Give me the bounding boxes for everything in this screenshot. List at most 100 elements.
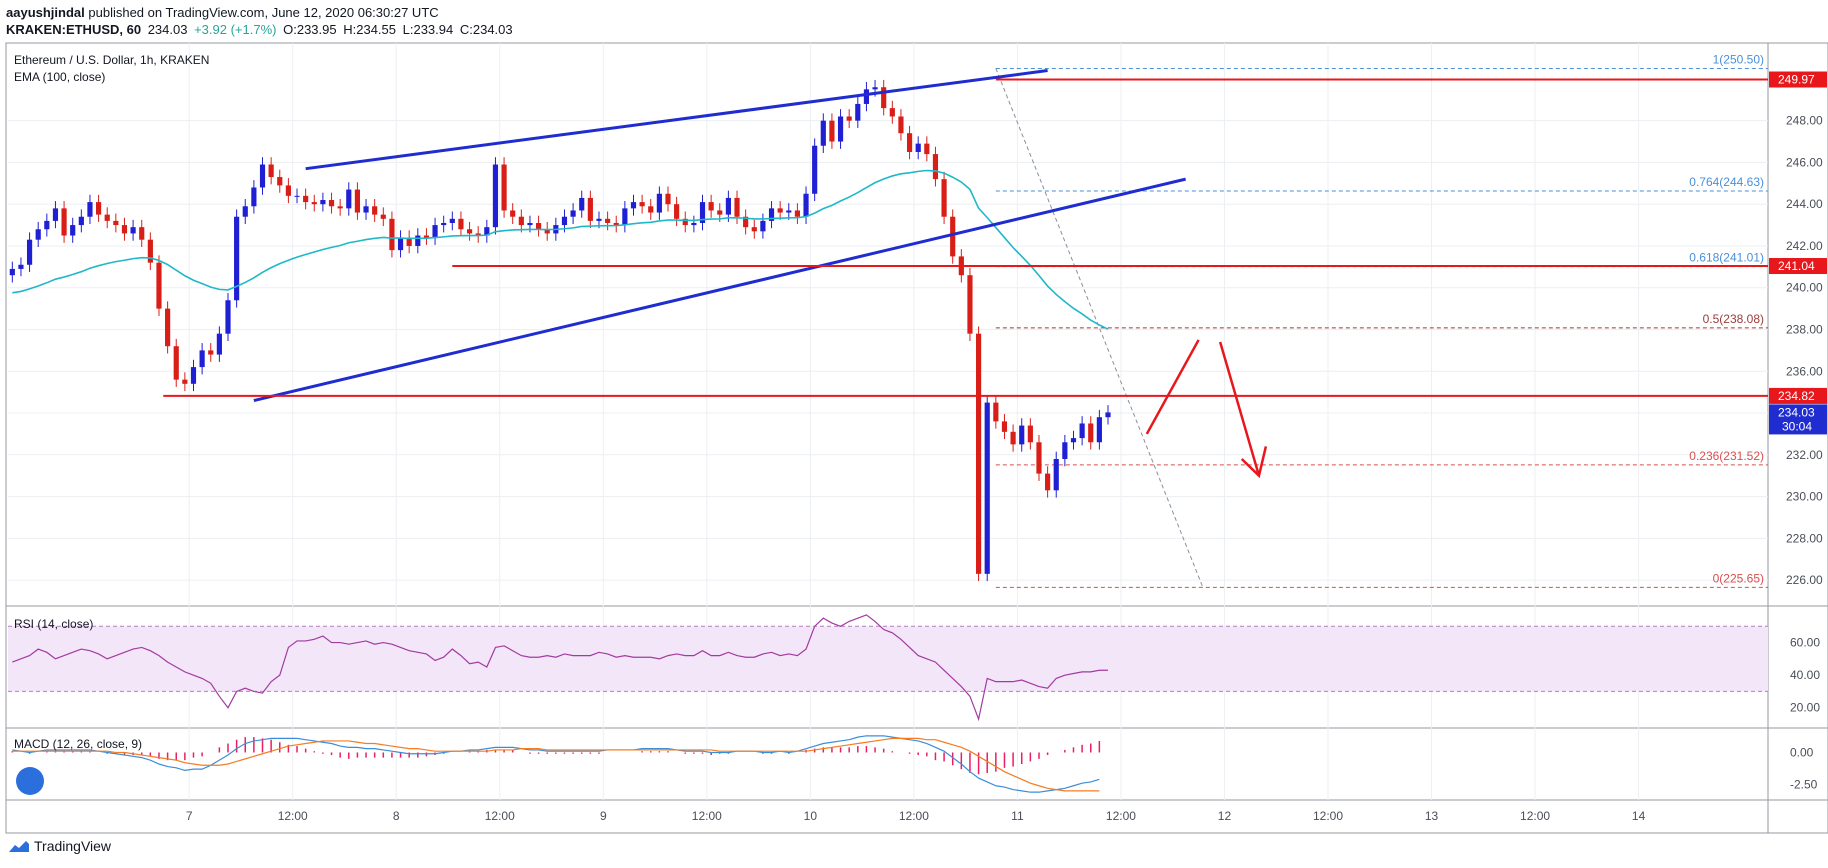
candle-body xyxy=(717,210,723,215)
candle-body xyxy=(389,218,395,251)
publish-info: aayushjindal published on TradingView.co… xyxy=(6,4,516,21)
trend-drawings[interactable] xyxy=(163,69,1768,479)
price-tick-label: 246.00 xyxy=(1786,155,1823,169)
candle-body xyxy=(406,237,412,246)
candle-body xyxy=(70,225,76,236)
candle-body xyxy=(518,216,524,226)
footer-brand[interactable]: TradingView xyxy=(8,838,111,854)
candle-body xyxy=(768,208,775,221)
candle-body xyxy=(777,208,783,213)
candle-body xyxy=(285,185,291,196)
chart-border xyxy=(5,42,1828,834)
candle-body xyxy=(35,229,41,240)
candle-body xyxy=(656,193,662,213)
macd-line xyxy=(12,735,1100,793)
candle-body xyxy=(872,87,878,90)
candle-body xyxy=(328,200,335,207)
candle-body xyxy=(820,120,826,146)
candle-body xyxy=(527,222,533,226)
candle-body xyxy=(466,229,473,234)
symbol-row: KRAKEN:ETHUSD, 60 234.03 +3.92 (+1.7%) O… xyxy=(6,21,516,38)
candle-body xyxy=(18,264,24,269)
candle-body xyxy=(61,208,67,236)
time-tick-label: 7 xyxy=(186,809,193,823)
candle-body xyxy=(303,195,309,203)
forecast-up-arrow xyxy=(1145,339,1200,435)
candle-body xyxy=(173,346,179,380)
forecast-down-arrow xyxy=(1218,341,1268,479)
candle-body xyxy=(906,133,913,152)
candlestick-series xyxy=(9,79,1111,582)
macd-tick-label: -2.50 xyxy=(1790,777,1818,791)
price-tick-label: 236.00 xyxy=(1786,364,1823,378)
candle-body xyxy=(613,222,619,226)
candle-body xyxy=(639,202,645,207)
candle-body xyxy=(984,402,990,574)
candle-body xyxy=(941,179,947,217)
time-tick-label: 12:00 xyxy=(1313,809,1343,823)
candle-body xyxy=(932,154,939,180)
candle-body xyxy=(337,206,343,209)
candle-body xyxy=(121,225,128,234)
upper-trendline xyxy=(305,69,1048,171)
candle-body xyxy=(1001,421,1008,432)
candle-body xyxy=(596,218,602,221)
candle-body xyxy=(786,210,792,213)
price-tick-label: 240.00 xyxy=(1786,281,1823,295)
rsi-tick-label: 60.00 xyxy=(1790,636,1820,650)
time-tick-label: 8 xyxy=(393,809,400,823)
candle-body xyxy=(492,164,499,228)
author-name[interactable]: aayushjindal xyxy=(6,5,85,20)
price-tick-label: 226.00 xyxy=(1786,573,1823,587)
candle-body xyxy=(242,206,248,217)
chart-frame xyxy=(5,42,1828,834)
candle-body xyxy=(967,275,973,334)
candle-body xyxy=(1036,442,1042,474)
tradingview-logo-icon xyxy=(9,841,29,852)
fibonacci-retracement[interactable]: 1(250.50) 0.764(244.63) 0.618(241.01) 0.5(2… xyxy=(995,52,1768,588)
candle-body xyxy=(699,202,706,223)
candle-body xyxy=(354,189,360,213)
candle-body xyxy=(1079,423,1085,439)
candle-body xyxy=(648,206,654,213)
fib-level-label: 0(225.65) xyxy=(1713,571,1764,585)
candle-body xyxy=(846,116,852,121)
price-tick-label: 230.00 xyxy=(1786,490,1823,504)
candle-body xyxy=(234,216,240,301)
candle-body xyxy=(44,220,50,230)
candle-body xyxy=(812,145,818,194)
candle-body xyxy=(501,164,507,211)
time-tick-label: 11 xyxy=(1011,809,1024,823)
time-tick-label: 12:00 xyxy=(485,809,515,823)
tradingview-badge-icon xyxy=(16,767,44,795)
candle-body xyxy=(950,216,956,257)
price-tick-label: 242.00 xyxy=(1786,239,1823,253)
footer-brand-text: TradingView xyxy=(34,838,112,854)
candle-body xyxy=(674,204,680,219)
candle-body xyxy=(432,225,438,238)
candle-body xyxy=(208,350,214,355)
candle-body xyxy=(277,177,283,186)
candle-body xyxy=(156,262,162,309)
candle-body xyxy=(579,197,585,211)
candle-body xyxy=(751,227,757,232)
candle-body xyxy=(734,197,740,217)
candle-body xyxy=(449,218,455,223)
lower-trendline xyxy=(253,177,1186,402)
current-price-text: 234.03 xyxy=(1778,405,1815,419)
time-tick-label: 9 xyxy=(600,809,607,823)
candle-body xyxy=(216,333,222,355)
candle-body xyxy=(423,235,430,238)
rsi-legend: RSI (14, close) xyxy=(14,617,93,631)
level-price-tag xyxy=(1769,71,1827,88)
candle-body xyxy=(924,143,930,155)
candle-body xyxy=(320,200,326,205)
candle-body xyxy=(182,379,188,384)
candle-body xyxy=(372,206,378,215)
candle-body xyxy=(743,216,749,228)
macd-pane xyxy=(11,735,1101,795)
candle-body xyxy=(251,187,257,207)
fib-level-label: 0.764(244.63) xyxy=(1689,175,1764,189)
candle-body xyxy=(915,143,921,152)
